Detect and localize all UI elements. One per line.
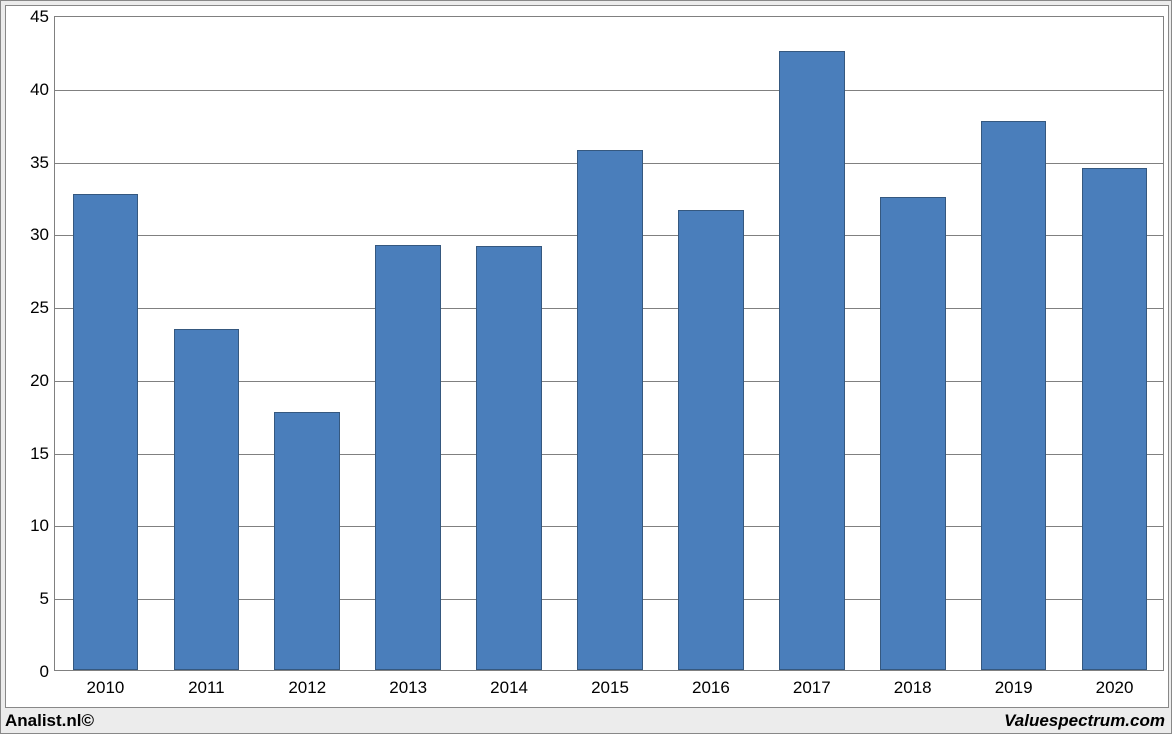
- bar: [476, 246, 542, 670]
- y-tick-label: 30: [9, 225, 49, 245]
- footer-right-text: Valuespectrum.com: [1004, 711, 1165, 731]
- x-tick-label: 2019: [995, 678, 1033, 698]
- y-tick-label: 10: [9, 516, 49, 536]
- y-tick-label: 5: [9, 589, 49, 609]
- bar: [174, 329, 240, 670]
- x-tick-label: 2013: [389, 678, 427, 698]
- y-tick-label: 25: [9, 298, 49, 318]
- footer-left-text: Analist.nl©: [5, 711, 94, 731]
- plot-area: 0510152025303540452010201120122013201420…: [54, 16, 1164, 671]
- y-tick-label: 0: [9, 662, 49, 682]
- x-tick-label: 2015: [591, 678, 629, 698]
- x-tick-label: 2016: [692, 678, 730, 698]
- bar: [274, 412, 340, 670]
- x-tick-label: 2017: [793, 678, 831, 698]
- y-tick-label: 35: [9, 153, 49, 173]
- bar: [73, 194, 139, 670]
- outer-frame: 0 5 10 15 20 25 30 35 40 45 2010 2011 2012 2013 2014 20…: [0, 0, 1172, 734]
- bar: [375, 245, 441, 670]
- x-tick-label: 2018: [894, 678, 932, 698]
- bar: [880, 197, 946, 670]
- bar: [678, 210, 744, 670]
- bar: [981, 121, 1047, 670]
- y-tick-label: 45: [9, 7, 49, 27]
- bar: [779, 51, 845, 670]
- y-tick-label: 40: [9, 80, 49, 100]
- x-tick-label: 2010: [87, 678, 125, 698]
- bar: [1082, 168, 1148, 670]
- x-tick-label: 2020: [1096, 678, 1134, 698]
- gridline: [55, 90, 1163, 91]
- y-tick-label: 20: [9, 371, 49, 391]
- x-tick-label: 2012: [288, 678, 326, 698]
- x-tick-label: 2014: [490, 678, 528, 698]
- y-tick-label: 15: [9, 444, 49, 464]
- bar: [577, 150, 643, 670]
- x-tick-label: 2011: [188, 678, 225, 698]
- chart-panel: 0 5 10 15 20 25 30 35 40 45 2010 2011 2012 2013 2014 20…: [5, 5, 1169, 708]
